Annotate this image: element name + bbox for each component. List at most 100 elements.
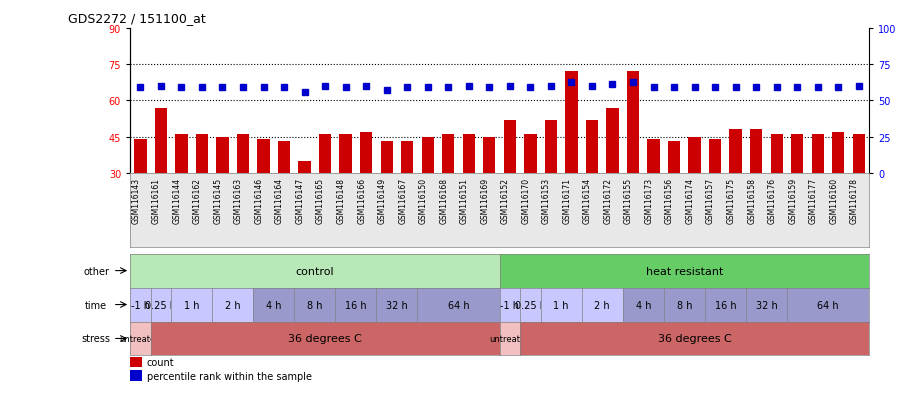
Bar <box>442 135 454 173</box>
Bar <box>278 142 290 173</box>
Bar <box>832 133 844 173</box>
Text: GSM116177: GSM116177 <box>809 177 818 223</box>
Text: GSM116152: GSM116152 <box>501 177 510 223</box>
Text: untreated: untreated <box>119 334 161 343</box>
Bar <box>237 135 249 173</box>
Bar <box>462 135 475 173</box>
Text: GSM116162: GSM116162 <box>193 177 202 223</box>
Text: GSM116159: GSM116159 <box>788 177 797 223</box>
Bar <box>668 142 680 173</box>
Bar <box>606 108 619 173</box>
Bar <box>298 161 310 173</box>
Text: GSM116163: GSM116163 <box>234 177 243 223</box>
Text: -1 h: -1 h <box>131 300 150 310</box>
Bar <box>730 130 742 173</box>
Text: GSM116157: GSM116157 <box>706 177 715 223</box>
Bar <box>421 137 434 173</box>
Text: GSM116169: GSM116169 <box>480 177 490 223</box>
Bar <box>627 72 639 173</box>
Text: 1 h: 1 h <box>553 300 569 310</box>
Bar <box>545 121 557 173</box>
Text: 36 degrees C: 36 degrees C <box>658 334 732 344</box>
Text: GSM116171: GSM116171 <box>562 177 571 223</box>
Text: GSM116158: GSM116158 <box>747 177 756 223</box>
Text: GSM116145: GSM116145 <box>214 177 222 223</box>
Bar <box>135 140 147 173</box>
Bar <box>258 140 269 173</box>
Text: control: control <box>296 266 334 276</box>
Text: GSM116172: GSM116172 <box>603 177 612 223</box>
Text: 2 h: 2 h <box>225 300 240 310</box>
Text: 4 h: 4 h <box>266 300 281 310</box>
Text: GSM116175: GSM116175 <box>726 177 735 223</box>
Bar <box>812 135 824 173</box>
Text: 1 h: 1 h <box>184 300 199 310</box>
Text: untreated: untreated <box>489 334 531 343</box>
Bar <box>524 135 537 173</box>
Text: GSM116143: GSM116143 <box>131 177 140 223</box>
Text: GSM116156: GSM116156 <box>665 177 674 223</box>
Bar <box>709 140 722 173</box>
Text: -1 h: -1 h <box>501 300 520 310</box>
Text: 64 h: 64 h <box>448 300 470 310</box>
Text: 64 h: 64 h <box>817 300 839 310</box>
Bar <box>771 135 783 173</box>
Text: GSM116178: GSM116178 <box>850 177 859 223</box>
Text: percentile rank within the sample: percentile rank within the sample <box>147 370 311 381</box>
Bar <box>853 135 864 173</box>
Bar <box>504 121 516 173</box>
Text: GSM116149: GSM116149 <box>378 177 387 223</box>
Text: 8 h: 8 h <box>676 300 693 310</box>
Text: GSM116150: GSM116150 <box>419 177 428 223</box>
Bar <box>155 108 167 173</box>
Bar <box>565 72 578 173</box>
Bar <box>176 135 187 173</box>
Text: GSM116153: GSM116153 <box>541 177 551 223</box>
Text: GSM116166: GSM116166 <box>357 177 366 223</box>
Text: GSM116168: GSM116168 <box>440 177 449 223</box>
Text: GSM116164: GSM116164 <box>275 177 284 223</box>
Text: GSM116170: GSM116170 <box>521 177 531 223</box>
Bar <box>586 121 598 173</box>
Text: GSM116148: GSM116148 <box>337 177 346 223</box>
Text: GSM116154: GSM116154 <box>583 177 592 223</box>
Text: GDS2272 / 151100_at: GDS2272 / 151100_at <box>68 12 206 25</box>
Text: GSM116147: GSM116147 <box>296 177 305 223</box>
Text: 2 h: 2 h <box>594 300 610 310</box>
Text: GSM116155: GSM116155 <box>624 177 633 223</box>
Bar <box>689 137 701 173</box>
Text: GSM116160: GSM116160 <box>829 177 838 223</box>
Text: 0.25 h: 0.25 h <box>146 300 177 310</box>
Text: GSM116146: GSM116146 <box>255 177 264 223</box>
Bar <box>217 137 228 173</box>
Text: 16 h: 16 h <box>345 300 367 310</box>
Text: count: count <box>147 357 174 367</box>
Text: 16 h: 16 h <box>714 300 736 310</box>
Bar <box>791 135 804 173</box>
Text: 4 h: 4 h <box>635 300 651 310</box>
Text: 36 degrees C: 36 degrees C <box>288 334 362 344</box>
Text: GSM116165: GSM116165 <box>316 177 325 223</box>
Text: time: time <box>85 300 107 310</box>
Bar <box>483 137 495 173</box>
Text: GSM116173: GSM116173 <box>644 177 653 223</box>
Bar <box>196 135 208 173</box>
Bar <box>319 135 331 173</box>
Text: GSM116161: GSM116161 <box>152 177 161 223</box>
Text: stress: stress <box>82 334 111 344</box>
Bar <box>360 133 372 173</box>
Bar <box>401 142 413 173</box>
Text: 32 h: 32 h <box>386 300 408 310</box>
Bar <box>647 140 660 173</box>
Text: 0.25 h: 0.25 h <box>515 300 546 310</box>
Bar <box>380 142 393 173</box>
Text: GSM116167: GSM116167 <box>399 177 408 223</box>
Text: GSM116174: GSM116174 <box>685 177 694 223</box>
Bar <box>750 130 763 173</box>
Text: GSM116176: GSM116176 <box>768 177 776 223</box>
Text: other: other <box>83 266 109 276</box>
Bar <box>339 135 352 173</box>
Text: 8 h: 8 h <box>307 300 323 310</box>
Text: GSM116144: GSM116144 <box>172 177 181 223</box>
Text: GSM116151: GSM116151 <box>460 177 469 223</box>
